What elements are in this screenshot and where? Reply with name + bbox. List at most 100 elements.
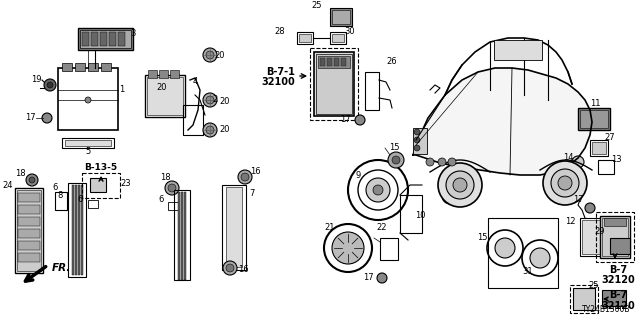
Bar [18, 217, 40, 226]
Bar [226, 187, 242, 267]
Circle shape [206, 96, 214, 104]
Bar [58, 68, 118, 130]
Bar [17, 190, 41, 271]
Circle shape [168, 184, 176, 192]
Circle shape [495, 238, 515, 258]
Text: 18: 18 [160, 172, 170, 181]
Circle shape [392, 156, 400, 164]
Text: 23: 23 [121, 179, 131, 188]
Circle shape [448, 158, 456, 166]
Bar [299, 34, 311, 42]
Bar [18, 241, 40, 250]
Bar [330, 8, 352, 26]
Text: 18: 18 [15, 169, 26, 178]
Text: 6: 6 [158, 196, 164, 204]
Bar [18, 229, 40, 238]
Text: 13: 13 [611, 155, 621, 164]
Bar [65, 140, 111, 146]
Bar [327, 58, 332, 66]
Bar [145, 75, 185, 117]
Text: 17: 17 [573, 196, 583, 204]
Circle shape [414, 145, 420, 151]
Circle shape [47, 82, 53, 88]
Text: 32120: 32120 [601, 301, 635, 311]
Text: 17: 17 [25, 114, 35, 123]
Text: 11: 11 [589, 100, 600, 108]
Bar [318, 56, 350, 68]
Text: 26: 26 [387, 58, 397, 67]
Bar [494, 40, 542, 60]
Text: 24: 24 [3, 181, 13, 190]
Circle shape [238, 170, 252, 184]
Bar [610, 238, 630, 254]
Bar [602, 218, 628, 256]
Text: 15: 15 [455, 186, 465, 195]
Circle shape [373, 185, 383, 195]
Bar [592, 142, 606, 154]
Bar [365, 72, 379, 110]
Bar [183, 105, 203, 135]
Bar [570, 285, 598, 313]
Text: 1: 1 [120, 85, 125, 94]
Text: 30: 30 [345, 27, 355, 36]
Circle shape [241, 173, 249, 181]
Text: 5: 5 [85, 148, 91, 156]
Bar [147, 77, 183, 115]
Bar [78, 185, 80, 275]
Bar [90, 178, 106, 192]
Bar [380, 238, 398, 260]
Bar [314, 52, 354, 116]
Circle shape [388, 152, 404, 168]
Bar [168, 202, 178, 210]
Text: 10: 10 [415, 211, 425, 220]
Bar [118, 32, 125, 46]
Circle shape [426, 158, 434, 166]
Text: B-13-5: B-13-5 [84, 163, 118, 172]
Circle shape [438, 163, 482, 207]
Bar [573, 288, 595, 310]
Text: FR.: FR. [52, 263, 72, 273]
Bar [78, 28, 133, 50]
Circle shape [42, 113, 52, 123]
Text: 19: 19 [31, 76, 41, 84]
Bar [18, 193, 40, 202]
Text: 17: 17 [340, 116, 350, 124]
Bar [170, 70, 179, 78]
Text: 6: 6 [52, 182, 58, 191]
Circle shape [414, 129, 420, 135]
Bar [332, 34, 344, 42]
Text: 16: 16 [237, 266, 248, 275]
Bar [72, 185, 74, 275]
Bar [578, 108, 610, 130]
Circle shape [414, 137, 420, 143]
Bar [18, 253, 40, 262]
Text: B-7-1: B-7-1 [266, 67, 295, 77]
Text: 32100: 32100 [261, 77, 295, 87]
Text: 25: 25 [589, 281, 599, 290]
Text: 15: 15 [477, 234, 488, 243]
Bar [62, 138, 114, 148]
Bar [109, 32, 116, 46]
Bar [15, 188, 43, 273]
Bar [341, 58, 346, 66]
Bar [580, 218, 602, 256]
Bar [100, 32, 107, 46]
Bar [580, 110, 608, 128]
Bar [316, 54, 352, 114]
Circle shape [558, 176, 572, 190]
Text: 6: 6 [77, 196, 83, 204]
Bar [80, 30, 131, 48]
Bar [590, 140, 608, 156]
Circle shape [85, 97, 91, 103]
Bar [310, 48, 358, 120]
Text: 25: 25 [312, 2, 322, 11]
Text: 9: 9 [355, 171, 360, 180]
Bar [400, 195, 422, 233]
Text: 21: 21 [324, 223, 335, 233]
Bar [184, 192, 186, 280]
Text: B-7: B-7 [609, 265, 627, 275]
Circle shape [572, 156, 584, 168]
Text: 22: 22 [377, 223, 387, 233]
Bar [101, 63, 111, 71]
Circle shape [543, 161, 587, 205]
